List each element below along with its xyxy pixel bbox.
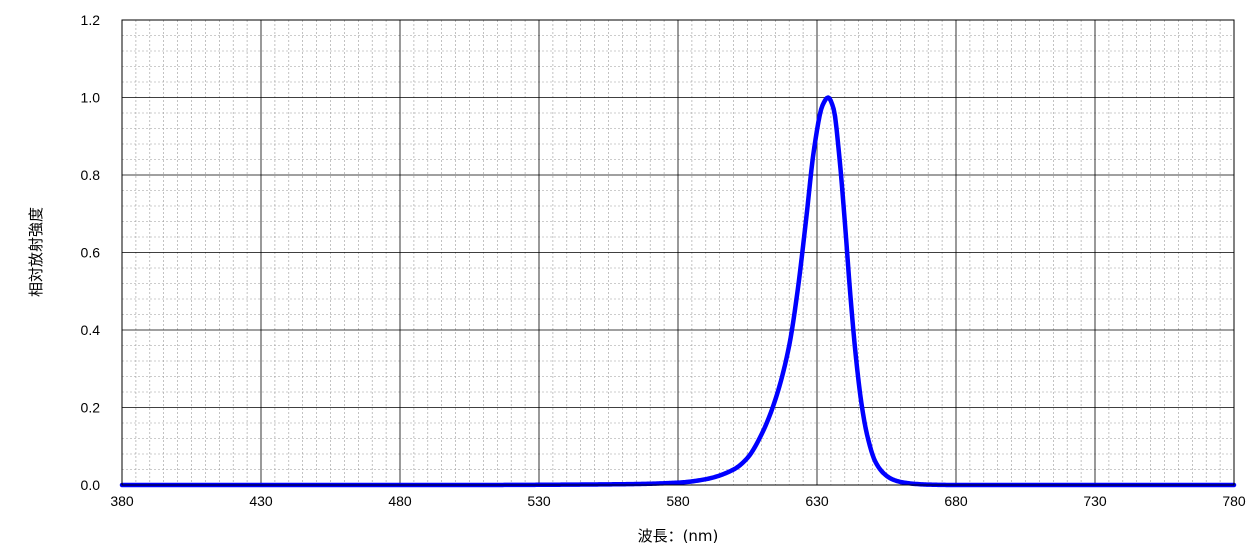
- x-tick-label: 630: [805, 493, 829, 509]
- y-tick-label: 0.0: [81, 477, 101, 493]
- x-tick-label: 780: [1222, 493, 1246, 509]
- y-tick-label: 1.0: [81, 90, 101, 106]
- x-tick-label: 480: [388, 493, 412, 509]
- x-tick-label: 730: [1083, 493, 1107, 509]
- x-tick-label: 430: [249, 493, 273, 509]
- y-tick-labels: 0.0 0.2 0.4 0.6 0.8 1.0 1.2: [81, 12, 101, 493]
- x-tick-label: 580: [666, 493, 690, 509]
- y-axis-title: 相対放射強度: [27, 207, 45, 297]
- x-axis-title: 波長：(nm): [638, 527, 719, 545]
- y-tick-label: 0.4: [81, 322, 101, 338]
- x-tick-label: 530: [527, 493, 551, 509]
- y-tick-label: 1.2: [81, 12, 101, 28]
- y-tick-label: 0.2: [81, 400, 101, 416]
- y-tick-label: 0.8: [81, 167, 101, 183]
- major-grid: [122, 20, 1234, 485]
- x-tick-label: 380: [110, 493, 134, 509]
- y-tick-label: 0.6: [81, 245, 101, 261]
- plot-frame: [121, 19, 1235, 486]
- x-tick-labels: 380 430 480 530 580 630 680 730 780: [110, 493, 1246, 509]
- x-tick-label: 680: [944, 493, 968, 509]
